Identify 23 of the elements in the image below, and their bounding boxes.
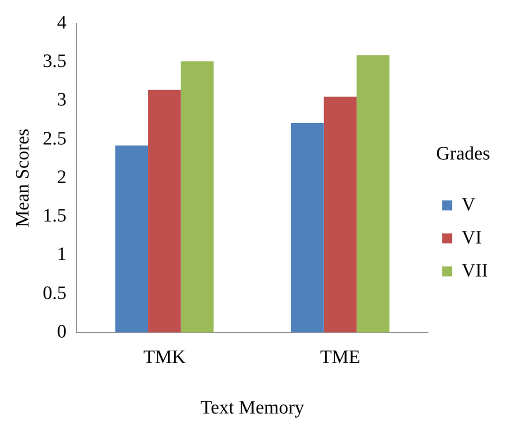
x-tick-label: TME <box>320 346 360 368</box>
legend-label: V <box>462 194 476 216</box>
bar <box>291 123 324 332</box>
x-axis-title: Text Memory <box>200 398 305 419</box>
bar <box>356 55 390 332</box>
bar <box>148 90 181 332</box>
y-tick-label: 2 <box>57 166 67 188</box>
y-tick-label: 2.5 <box>42 128 67 150</box>
y-tick-label: 0.5 <box>42 282 67 304</box>
bar <box>324 96 357 332</box>
y-tick-label: 0 <box>57 321 67 342</box>
y-tick-label: 4 <box>57 12 68 34</box>
legend-label: VI <box>462 227 482 248</box>
y-tick-label: 3.5 <box>42 51 67 72</box>
legend-title: Grades <box>436 144 490 165</box>
y-tick-label: 3 <box>57 90 67 111</box>
x-tick-label: TMK <box>143 346 186 368</box>
y-axis-title: Mean Scores <box>12 128 34 228</box>
y-tick-label: 1 <box>57 244 67 266</box>
bar <box>115 145 148 332</box>
legend-label: VII <box>462 260 488 282</box>
y-tick-label: 1.5 <box>42 206 67 227</box>
bar <box>180 61 214 332</box>
